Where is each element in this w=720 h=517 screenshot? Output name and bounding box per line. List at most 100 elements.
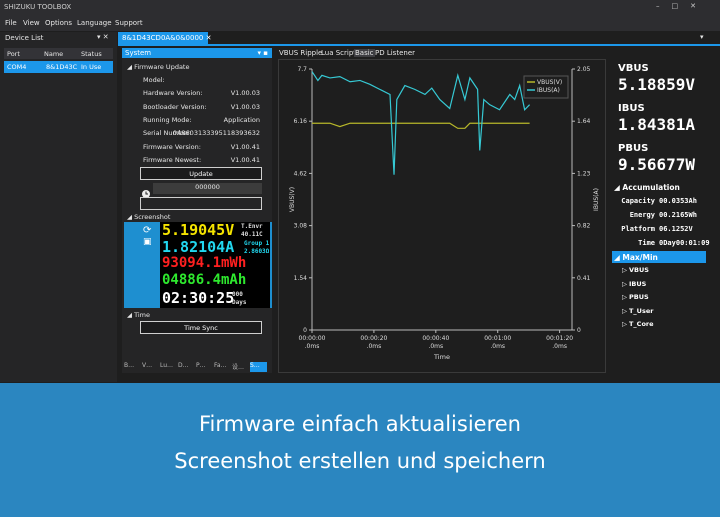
lcd-energy: 93094.1mWh	[162, 255, 247, 271]
chart-tab[interactable]: Lua Script	[321, 49, 357, 57]
window-title: SHIZUKU TOOLBOX	[4, 3, 72, 11]
section-header[interactable]: ◢ Accumulation	[614, 183, 680, 192]
acc-value: 00.2165Wh	[659, 211, 697, 219]
y-tick-label: 6.16	[294, 118, 308, 125]
column-header: Name	[44, 50, 64, 58]
menu-item[interactable]: Options	[45, 19, 73, 27]
field-value: V1.00.03	[230, 89, 260, 98]
y2-tick-label: 0.41	[577, 275, 591, 282]
panel-tab[interactable]: Lu…	[160, 362, 174, 369]
section-header: ◢ Max/Min	[614, 253, 658, 262]
lcd-voltage: 5.19045V	[162, 221, 235, 239]
lcd-temp: 40.11C	[241, 231, 263, 238]
panel-tab[interactable]: B…	[124, 362, 135, 369]
tab-menu[interactable]: ▾	[700, 33, 704, 41]
max-min-header[interactable]	[612, 251, 706, 263]
y-tick-label: 7.7	[297, 66, 307, 73]
acc-label: Capacity	[621, 197, 655, 205]
section-header[interactable]: ◢ Time	[127, 311, 150, 319]
y-axis-label: VBUS(V)	[289, 187, 296, 212]
file-input[interactable]	[140, 197, 262, 210]
section-header[interactable]: ◢ Screenshot	[127, 213, 171, 221]
series-line	[312, 122, 530, 129]
max-min-label: T_User	[629, 306, 654, 315]
section-title: Firmware Update	[134, 63, 190, 71]
max-min-item[interactable]: ▷	[622, 320, 627, 328]
system-title: System	[125, 49, 152, 57]
pane-controls[interactable]: ▾ ✕	[97, 33, 109, 41]
menu-item[interactable]: File	[5, 19, 17, 27]
update-button[interactable]: Update	[140, 167, 262, 180]
chart-tab[interactable]: VBUS Ripple	[279, 49, 323, 57]
x-tick-label: 00:01:20 .0ms	[546, 335, 574, 350]
document-tab[interactable]: 8&1D43CD0A&0&0000 ✕	[118, 32, 211, 44]
save-icon[interactable]: ▣	[143, 237, 152, 247]
chart-tab[interactable]: PD Listener	[375, 49, 416, 57]
time-sync-button[interactable]: Time Sync	[140, 321, 262, 334]
acc-value: 00.0353Ah	[659, 197, 697, 205]
menu-bar	[0, 14, 720, 31]
field-value: 0A8603133395118393632	[172, 129, 260, 138]
panel-tab[interactable]: 设…	[232, 364, 245, 371]
section-title: Accumulation	[622, 183, 680, 192]
legend-label: IBUS(A)	[537, 87, 560, 94]
max-min-item[interactable]: ▷	[622, 293, 627, 301]
field-label: Bootloader Version:	[143, 102, 207, 111]
acc-label: Energy	[629, 211, 655, 219]
x-axis-label: Time	[433, 353, 450, 361]
progress-text: 000000	[195, 183, 220, 191]
field-value: V1.00.41	[230, 142, 260, 151]
clock-icon	[141, 184, 151, 198]
lcd-time: 02:30:25	[162, 289, 235, 307]
y2-tick-label: 0	[577, 327, 581, 334]
reading-label: IBUS	[618, 103, 645, 114]
panel-tab[interactable]: P…	[196, 362, 206, 369]
refresh-icon[interactable]: ⟳	[143, 225, 152, 236]
menu-item[interactable]: Support	[115, 19, 143, 27]
max-min-item[interactable]: ▷	[622, 266, 627, 274]
reading-value: 9.56677W	[618, 155, 696, 174]
section-title: Screenshot	[134, 213, 171, 221]
y2-tick-label: 1.23	[577, 170, 591, 177]
acc-value: 06.1252V	[659, 225, 693, 233]
lcd-group: Group 1	[244, 240, 270, 247]
y-tick-label: 3.08	[294, 223, 308, 230]
system-panel-header: System ▾ ▪	[122, 48, 272, 58]
x-tick-label: 00:00:00 .0ms	[298, 335, 326, 350]
menu-item[interactable]: Language	[77, 19, 112, 27]
window-controls[interactable]: –□✕	[656, 2, 708, 10]
legend-label: VBUS(V)	[537, 79, 562, 86]
panel-tab[interactable]: D…	[178, 362, 189, 369]
acc-label: Time	[638, 239, 655, 247]
lcd-charge: 04886.4mAh	[162, 272, 247, 288]
section-header[interactable]: ◢ Firmware Update	[127, 63, 190, 71]
device-port: COM4	[7, 63, 27, 71]
title-bar	[0, 0, 720, 14]
panel-tab[interactable]: Fa…	[214, 362, 227, 369]
field-label: Serial Number:	[143, 129, 192, 138]
max-min-item[interactable]: ▷	[622, 306, 627, 315]
banner-line: Screenshot erstellen und speichern	[174, 449, 546, 473]
column-header: Status	[81, 50, 102, 58]
field-value: V1.00.03	[230, 102, 260, 111]
y-tick-label: 0	[303, 327, 307, 334]
reading-value: 1.84381A	[618, 115, 696, 134]
panel-tab[interactable]: V…	[142, 362, 153, 369]
device-row[interactable]	[4, 61, 113, 73]
y-tick-label: 1.54	[294, 275, 308, 282]
x-tick-label: 00:00:20 .0ms	[360, 335, 388, 350]
tab-strip-line	[118, 44, 720, 46]
max-min-item[interactable]: ▷	[622, 279, 627, 288]
column-header: Port	[7, 50, 20, 58]
field-value: Application	[223, 115, 260, 124]
menu-item[interactable]: View	[23, 19, 40, 27]
device-list-title: Device List	[5, 34, 44, 42]
chart-tab[interactable]: Basic	[354, 49, 375, 57]
panel-tab[interactable]: S…	[250, 362, 267, 372]
field-label: Firmware Newest:	[143, 155, 202, 164]
banner-line: Firmware einfach aktualisieren	[199, 412, 521, 436]
lcd-days-label: Days	[232, 299, 247, 306]
y2-tick-label: 0.82	[577, 223, 591, 230]
app-window: SHIZUKU TOOLBOX –□✕ File View Options La…	[0, 0, 720, 383]
